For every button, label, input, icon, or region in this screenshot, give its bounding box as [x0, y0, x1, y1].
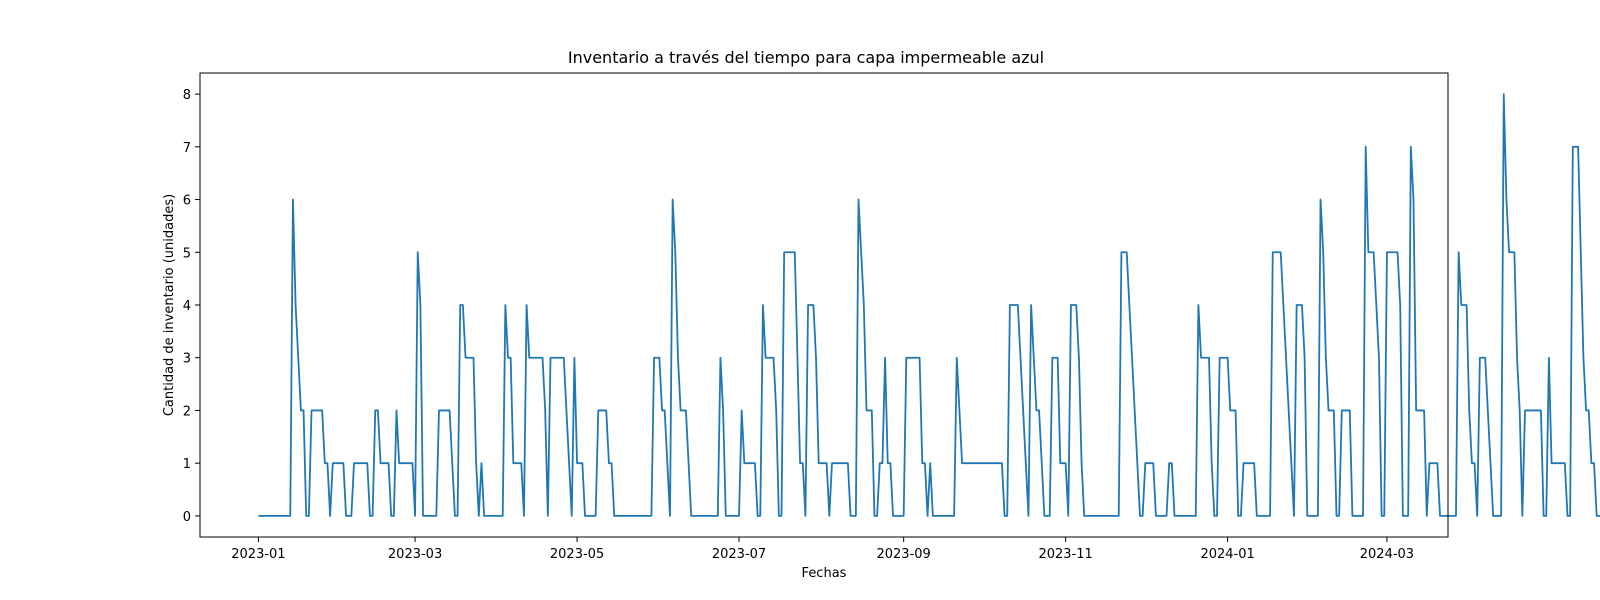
y-tick-label: 4 [183, 299, 191, 314]
x-tick-label: 2024-01 [1200, 547, 1254, 562]
y-tick-label: 5 [183, 246, 191, 261]
y-axis-label: Cantidad de inventario (unidades) [162, 194, 177, 416]
x-tick-label: 2023-03 [388, 547, 442, 562]
y-tick-label: 8 [183, 88, 191, 103]
x-tick-label: 2023-01 [231, 547, 285, 562]
x-tick-label: 2023-11 [1038, 547, 1092, 562]
series-line [258, 93, 1600, 517]
y-tick-label: 7 [183, 141, 191, 156]
series-lines [258, 93, 1600, 517]
plot-frame [199, 72, 1449, 538]
y-tick-label: 2 [183, 404, 191, 419]
x-axis: 2023-01 2023-03 2023-05 2023-07 2023-09 2023-… [231, 537, 1414, 562]
y-tick-label: 3 [183, 352, 191, 367]
x-axis-label: Fechas [802, 566, 847, 581]
x-tick-label: 2024-03 [1360, 547, 1414, 562]
y-tick-label: 6 [183, 194, 191, 209]
y-tick-label: 0 [183, 510, 191, 525]
x-tick-label: 2023-05 [550, 547, 604, 562]
y-axis: 0 1 2 3 4 5 6 7 8 [183, 88, 200, 525]
x-tick-label: 2023-09 [876, 547, 930, 562]
x-tick-label: 2023-07 [712, 547, 766, 562]
y-tick-label: 1 [183, 457, 191, 472]
chart-title: Inventario a través del tiempo para capa… [568, 48, 1044, 67]
